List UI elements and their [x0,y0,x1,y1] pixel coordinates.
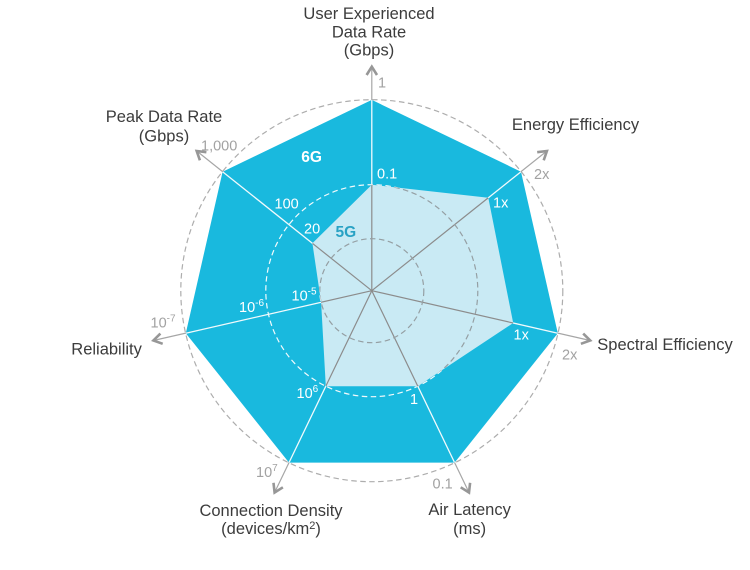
svg-text:Data Rate: Data Rate [332,24,406,42]
svg-text:5G: 5G [336,224,357,241]
svg-text:2x: 2x [562,348,578,364]
svg-text:2x: 2x [534,167,550,183]
svg-text:User Experienced: User Experienced [303,5,434,23]
svg-text:107: 107 [256,463,278,481]
svg-text:(Gbps): (Gbps) [344,42,394,60]
svg-text:(Gbps): (Gbps) [139,128,189,146]
svg-text:20: 20 [304,222,320,238]
svg-text:1: 1 [378,76,386,92]
svg-text:Spectral Efficiency: Spectral Efficiency [597,336,733,354]
svg-text:100: 100 [275,197,299,213]
svg-text:(ms): (ms) [453,520,486,538]
svg-text:Reliability: Reliability [71,341,142,359]
svg-text:10-7: 10-7 [151,314,176,332]
svg-text:Connection Density: Connection Density [199,502,343,520]
svg-text:Peak Data Rate: Peak Data Rate [106,108,222,126]
svg-text:0.1: 0.1 [377,167,397,183]
svg-text:0.1: 0.1 [433,477,453,493]
svg-text:1x: 1x [493,196,509,212]
svg-text:(devices/km2): (devices/km2) [221,520,321,538]
svg-text:6G: 6G [301,149,322,166]
svg-text:Energy Efficiency: Energy Efficiency [512,116,640,134]
svg-text:1,000: 1,000 [201,139,237,155]
svg-text:1x: 1x [514,328,530,344]
svg-text:Air Latency: Air Latency [428,501,511,519]
svg-text:1: 1 [410,392,418,408]
